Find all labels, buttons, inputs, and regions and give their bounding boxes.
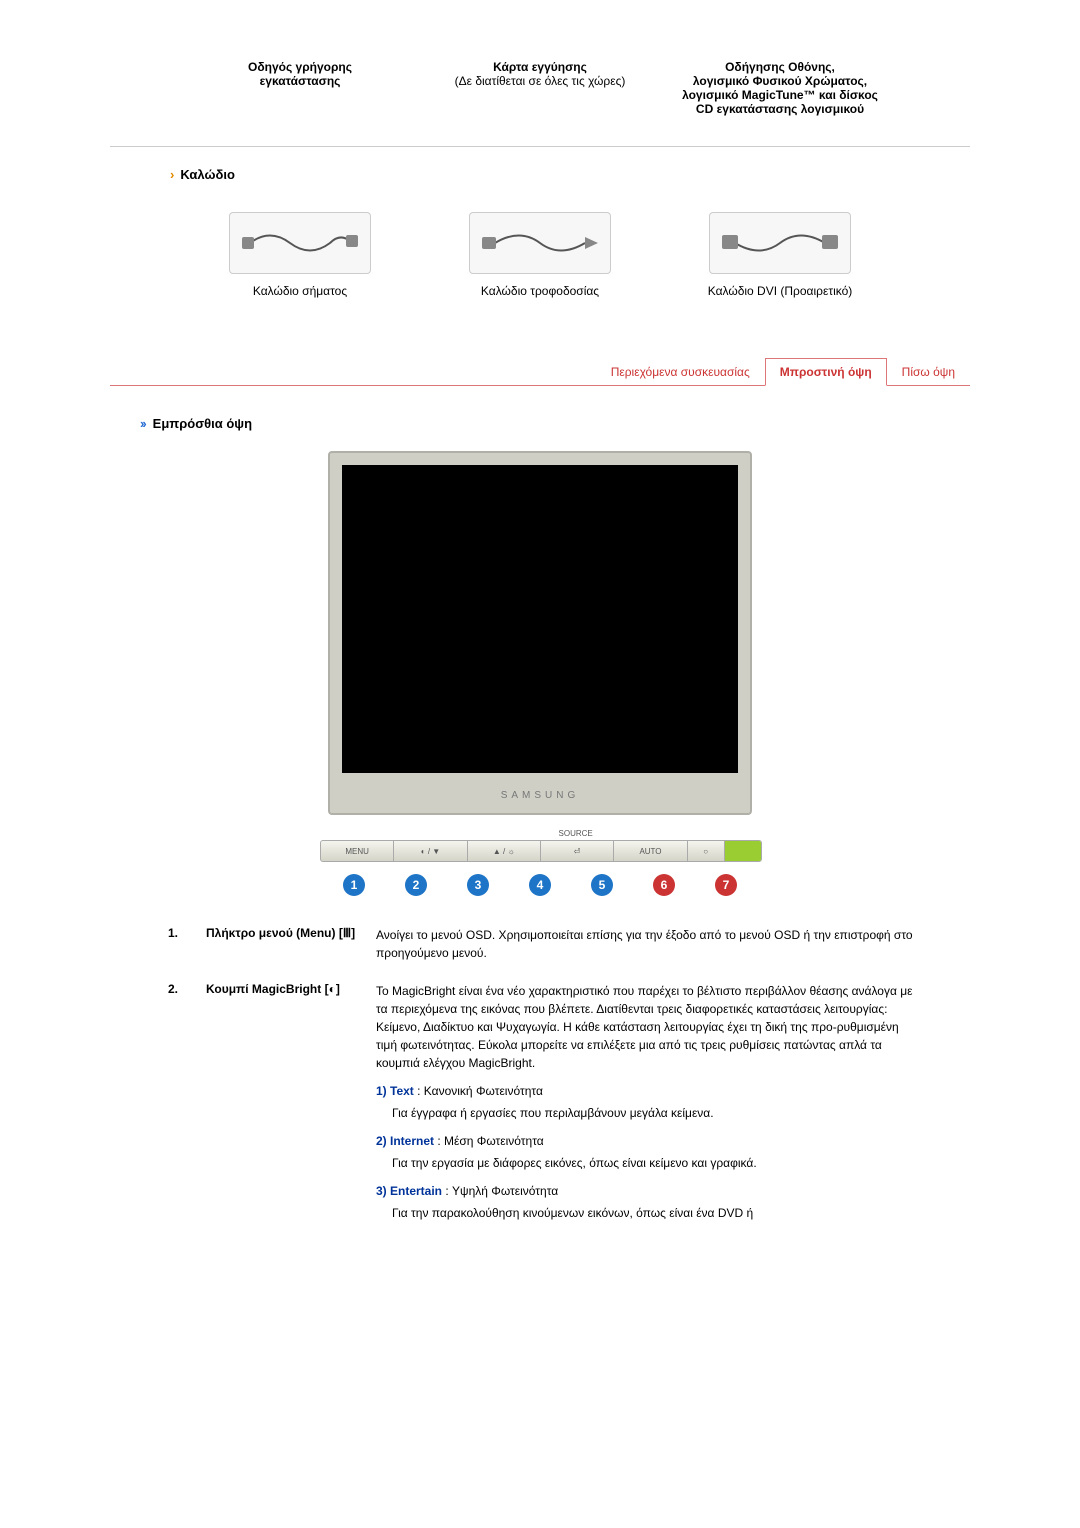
btn-top-source: SOURCE (540, 829, 611, 838)
cable-heading-text: Καλώδιο (180, 167, 235, 182)
definitions-table: 1. Πλήκτρο μενού (Menu) [Ⅲ] Ανοίγει το μ… (160, 926, 920, 1232)
mode-item: 1) Text : Κανονική Φωτεινότητα Για έγγραφ… (376, 1082, 920, 1122)
cable-power: Καλώδιο τροφοδοσίας (450, 212, 630, 298)
monitor-screen (342, 465, 738, 773)
btn-magicbright-down: ◐ / ▼ (394, 841, 467, 861)
doc-label-line1: Κάρτα εγγύησης (493, 60, 587, 74)
doc-label-extra: (Δε διατίθεται σε όλες τις χώρες) (455, 74, 626, 88)
doc-label-line1: Οδήγησης Οθόνης, (725, 60, 835, 74)
btn-led (725, 841, 761, 861)
tab-back[interactable]: Πίσω όψη (887, 358, 970, 385)
tab-front[interactable]: Μπροστινή όψη (765, 358, 887, 386)
btn-source-enter: ⏎ (541, 841, 614, 861)
monitor-base: MENU SOURCE MENU ◐ / ▼ ▲ / ☼ ⏎ AUTO ○ 12… (320, 829, 760, 896)
chevron-icon: ›› (140, 416, 145, 431)
mode-name: 2) Internet (376, 1134, 434, 1148)
monitor-brand: SAMSUNG (501, 790, 580, 801)
mode-title: : Υψηλή Φωτεινότητα (442, 1184, 558, 1198)
marker-2: 2 (388, 874, 444, 896)
doc-quickstart: Οδηγός γρήγορης εγκατάστασης (200, 60, 400, 116)
doc-label-line1: Οδηγός γρήγορης (248, 60, 352, 74)
marker-5: 5 (574, 874, 630, 896)
monitor-button-strip: MENU ◐ / ▼ ▲ / ☼ ⏎ AUTO ○ (320, 840, 762, 862)
front-view-heading: ›› Εμπρόσθια όψη (140, 416, 990, 431)
divider (110, 146, 970, 147)
cable-signal: Καλώδιο σήματος (210, 212, 390, 298)
cable-label-extra: (Προαιρετικό) (777, 284, 852, 298)
cable-signal-image (229, 212, 371, 274)
mode-name: 1) Text (376, 1084, 414, 1098)
def-number: 1. (160, 926, 206, 962)
cable-section-heading: › Καλώδιο (170, 167, 990, 182)
doc-label-line2: λογισμικό Φυσικού Χρώματος, λογισμικό Ma… (682, 74, 878, 116)
marker-6: 6 (636, 874, 692, 896)
top-docs-row: Οδηγός γρήγορης εγκατάστασης Κάρτα εγγύη… (90, 40, 990, 136)
chevron-icon: › (170, 167, 172, 182)
page: Οδηγός γρήγορης εγκατάστασης Κάρτα εγγύη… (60, 0, 1020, 1292)
cable-label: Καλώδιο σήματος (253, 284, 347, 298)
mode-title: : Μέση Φωτεινότητα (434, 1134, 544, 1148)
mode-name: 3) Entertain (376, 1184, 442, 1198)
def-term: Κουμπί MagicBright [◐] (206, 982, 376, 1232)
marker-4: 4 (512, 874, 568, 896)
def-row-1: 1. Πλήκτρο μενού (Menu) [Ⅲ] Ανοίγει το μ… (160, 926, 920, 962)
monitor-illustration: SAMSUNG MENU SOURCE MENU ◐ / ▼ ▲ / ☼ ⏎ A… (90, 451, 990, 896)
cable-label: Καλώδιο DVI (708, 284, 777, 298)
view-tabs: Περιεχόμενα συσκευασίας Μπροστινή όψη Πί… (110, 358, 970, 386)
marker-3: 3 (450, 874, 506, 896)
marker-7: 7 (698, 874, 754, 896)
def-term: Πλήκτρο μενού (Menu) [Ⅲ] (206, 926, 376, 962)
tab-package[interactable]: Περιεχόμενα συσκευασίας (596, 358, 765, 385)
doc-warranty: Κάρτα εγγύησης (Δε διατίθεται σε όλες τι… (440, 60, 640, 116)
mode-sub: Για την εργασία με διάφορες εικόνες, όπω… (376, 1154, 920, 1172)
def-description: Το MagicBright είναι ένα νέο χαρακτηριστ… (376, 982, 920, 1232)
def-row-2: 2. Κουμπί MagicBright [◐] Το MagicBright… (160, 982, 920, 1232)
btn-auto: AUTO (614, 841, 687, 861)
mode-sub: Για την παρακολούθηση κινούμενων εικόνων… (376, 1204, 920, 1222)
def-desc-text: Το MagicBright είναι ένα νέο χαρακτηριστ… (376, 984, 913, 1070)
mode-item: 2) Internet : Μέση Φωτεινότητα Για την ερ… (376, 1132, 920, 1172)
doc-label-line2: εγκατάστασης (260, 74, 341, 88)
mode-item: 3) Entertain : Υψηλή Φωτεινότητα Για την … (376, 1182, 920, 1222)
monitor-frame: SAMSUNG (328, 451, 752, 815)
btn-up-brightness: ▲ / ☼ (468, 841, 541, 861)
btn-power: ○ (688, 841, 725, 861)
mode-title: : Κανονική Φωτεινότητα (414, 1084, 543, 1098)
cable-power-image (469, 212, 611, 274)
front-view-title: Εμπρόσθια όψη (153, 416, 252, 431)
cable-row: Καλώδιο σήματος Καλώδιο τροφοδοσίας Καλώ… (90, 202, 990, 318)
button-top-labels: MENU SOURCE (320, 829, 760, 838)
number-markers: 1234567 (320, 874, 760, 896)
mode-sub: Για έγγραφα ή εργασίες που περιλαμβάνουν… (376, 1104, 920, 1122)
def-description: Ανοίγει το μενού OSD. Χρησιμοποιείται επ… (376, 926, 920, 962)
cable-dvi-image (709, 212, 851, 274)
marker-1: 1 (326, 874, 382, 896)
btn-menu: MENU (321, 841, 394, 861)
doc-cd: Οδήγησης Οθόνης, λογισμικό Φυσικού Χρώμα… (680, 60, 880, 116)
def-number: 2. (160, 982, 206, 1232)
modes-list: 1) Text : Κανονική Φωτεινότητα Για έγγραφ… (376, 1082, 920, 1222)
cable-dvi: Καλώδιο DVI (Προαιρετικό) (690, 212, 870, 298)
cable-label: Καλώδιο τροφοδοσίας (481, 284, 599, 298)
